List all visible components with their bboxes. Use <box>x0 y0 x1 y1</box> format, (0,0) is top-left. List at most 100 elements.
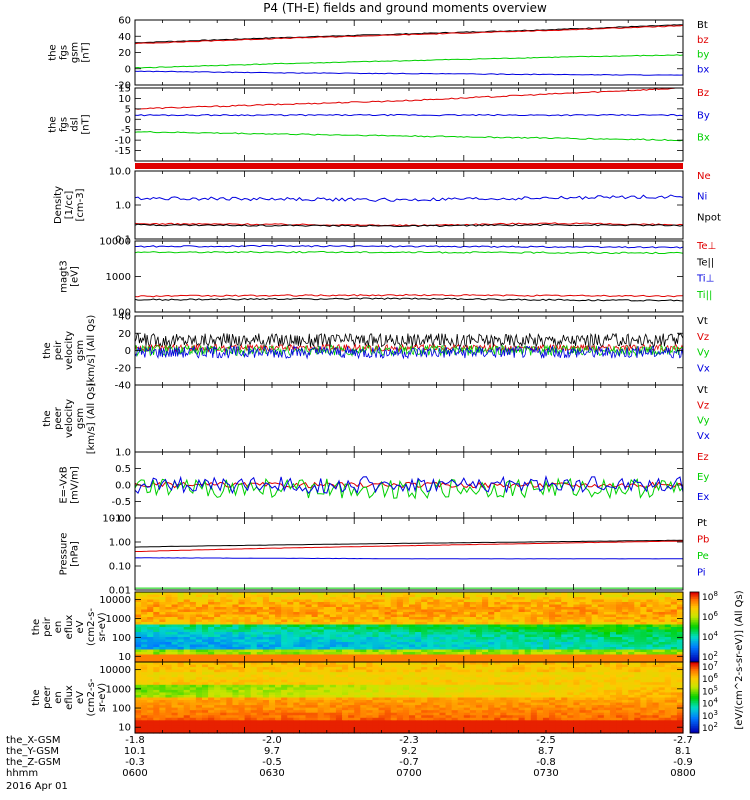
heat-cell <box>555 634 562 638</box>
heat-cell <box>342 639 349 643</box>
tick-label: 10 <box>118 94 131 105</box>
heat-cell <box>463 657 471 661</box>
heat-cell <box>451 712 459 716</box>
heat-cell <box>135 710 142 714</box>
heat-cell <box>567 707 574 711</box>
heat-cell <box>603 725 611 729</box>
heat-cell <box>396 657 404 661</box>
heat-cell <box>433 639 441 643</box>
heat-cell <box>585 702 593 706</box>
heat-cell <box>524 597 532 601</box>
heat-cell <box>214 682 221 686</box>
heat-cell <box>652 715 660 719</box>
heat-cell <box>445 667 453 671</box>
heat-cell <box>603 702 611 706</box>
heat-cell <box>268 612 276 616</box>
heat-cell <box>609 639 617 643</box>
legend-label: bx <box>697 64 709 75</box>
heat-cell <box>256 627 264 631</box>
heat-cell <box>494 654 501 658</box>
heat-cell <box>238 720 246 724</box>
heat-cell <box>275 700 282 704</box>
heat-cell <box>469 687 477 691</box>
heat-cell <box>366 659 374 663</box>
heat-cell <box>378 654 386 658</box>
heat-cell <box>360 627 367 631</box>
heat-cell <box>366 674 374 678</box>
heat-cell <box>281 682 288 686</box>
heat-cell <box>159 632 167 636</box>
heat-cell <box>305 664 313 668</box>
heat-cell <box>609 697 617 701</box>
heat-cell <box>378 622 386 626</box>
heat-cell <box>226 725 234 729</box>
heat-cell <box>141 702 148 706</box>
heat-cell <box>141 679 148 683</box>
heat-cell <box>390 622 398 626</box>
heat-cell <box>597 672 605 676</box>
heat-cell <box>262 652 270 656</box>
heat-cell <box>567 614 574 618</box>
heat-cell <box>159 667 167 671</box>
series-line-vz <box>135 343 683 353</box>
heat-cell <box>488 720 495 724</box>
heat-cell <box>652 652 660 656</box>
heat-cell <box>646 639 654 643</box>
heat-cell <box>287 624 294 628</box>
heat-cell <box>275 667 282 671</box>
heat-cell <box>177 720 185 724</box>
heat-cell <box>482 647 489 651</box>
legend-label: Vz <box>697 400 709 411</box>
heat-cell <box>488 717 495 721</box>
heat-cell <box>135 689 142 694</box>
heat-cell <box>482 637 489 641</box>
heat-cell <box>512 694 520 699</box>
heat-cell <box>518 692 526 696</box>
heat-cell <box>153 657 160 661</box>
heat-cell <box>494 652 501 656</box>
heat-cell <box>585 627 593 631</box>
heat-cell <box>348 679 355 683</box>
heat-cell <box>457 692 465 696</box>
heat-cell <box>317 679 325 683</box>
heat-cell <box>542 617 550 621</box>
heat-cell <box>135 727 142 732</box>
heat-cell <box>262 677 270 681</box>
heat-cell <box>226 644 234 648</box>
heat-cell <box>141 604 148 608</box>
heat-cell <box>293 622 300 626</box>
heat-cell <box>652 677 660 681</box>
heat-cell <box>518 609 526 613</box>
heat-cell <box>524 669 532 673</box>
heat-cell <box>378 707 386 711</box>
heat-cell <box>622 707 629 711</box>
heat-cell <box>597 687 605 691</box>
heat-cell <box>427 607 434 611</box>
heat-cell <box>536 602 544 606</box>
heat-cell <box>609 597 617 601</box>
heat-cell <box>354 679 361 683</box>
heat-cell <box>317 717 325 721</box>
heat-cell <box>664 725 672 729</box>
heat-cell <box>585 652 593 656</box>
heat-cell <box>597 657 605 661</box>
heat-cell <box>506 629 514 633</box>
heat-cell <box>208 687 215 691</box>
heat-cell <box>555 637 562 641</box>
heat-cell <box>616 614 623 618</box>
heat-cell <box>165 700 173 704</box>
heat-cell <box>585 614 593 618</box>
heat-cell <box>500 622 508 626</box>
heat-cell <box>573 604 581 608</box>
heat-cell <box>244 622 252 626</box>
heat-cell <box>189 702 197 706</box>
heat-cell <box>439 634 447 638</box>
heat-cell <box>518 689 526 694</box>
heat-cell <box>506 652 514 656</box>
heat-cell <box>482 607 489 611</box>
heat-cell <box>256 712 264 716</box>
heat-cell <box>287 609 294 613</box>
heat-cell <box>293 592 300 596</box>
